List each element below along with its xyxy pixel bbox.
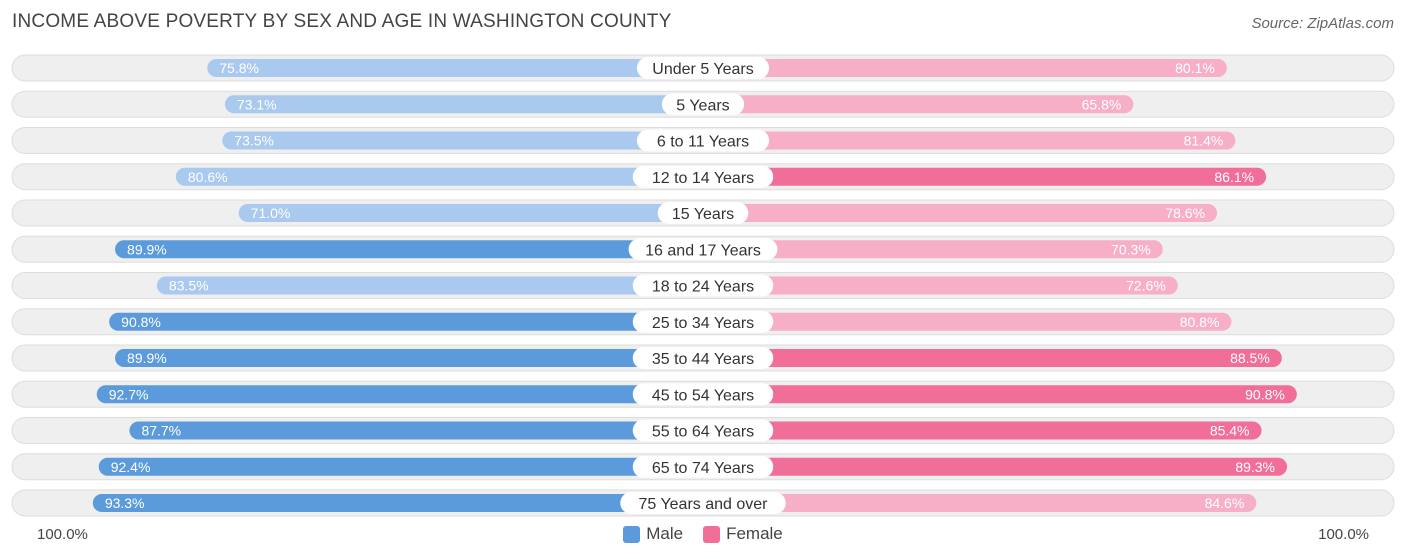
category-label: 6 to 11 Years [657,134,749,151]
female-bar [703,59,1227,77]
male-bar [98,457,704,476]
legend-female-label: Female [726,524,783,543]
female-value-label: 80.8% [1180,314,1220,330]
chart-title: INCOME ABOVE POVERTY BY SEX AND AGE IN W… [12,11,672,32]
category-pill [636,57,770,79]
female-bar [703,204,1218,222]
category-pill [632,455,774,478]
male-value-label: 80.6% [188,169,228,185]
category-label: 18 to 24 Years [652,279,754,296]
category-label: Under 5 Years [652,61,753,78]
male-value-label: 73.5% [234,133,274,149]
male-bar [222,131,703,150]
female-value-label: 86.1% [1214,169,1254,185]
female-bar [703,276,1178,295]
female-bar [703,421,1262,440]
female-value-label: 72.6% [1126,278,1166,294]
male-value-label: 92.7% [109,386,149,402]
male-value-label: 93.3% [105,495,145,511]
category-pill [632,419,774,442]
female-bar [703,240,1163,259]
legend-male: Male [623,524,683,544]
category-pill [661,93,745,116]
category-label: 55 to 64 Years [652,424,754,441]
male-value-label: 87.7% [141,423,181,439]
category-label: 45 to 54 Years [652,387,754,404]
category-pill [632,383,774,406]
female-bar [703,349,1282,367]
male-bar [115,240,703,259]
legend: Male Female [0,524,1406,544]
female-value-label: 90.8% [1245,386,1285,402]
category-label: 75 Years and over [639,496,769,513]
female-bar [703,95,1134,114]
category-label: 12 to 14 Years [652,170,754,187]
male-value-label: 92.4% [111,459,151,475]
category-label: 25 to 34 Years [652,315,754,332]
male-value-label: 71.0% [251,205,291,221]
male-bar [129,421,703,440]
category-pill [632,165,774,188]
legend-female: Female [703,524,783,544]
chart: 75.8% 80.1% Under 5 Years 73.1% 65.8% 5 Years… [11,54,1395,517]
female-bar [703,457,1288,476]
female-value-label: 80.1% [1175,60,1215,76]
female-value-label: 84.6% [1205,495,1245,511]
male-bar [175,167,704,186]
male-value-label: 89.9% [127,350,167,366]
male-bar [156,276,703,295]
female-bar [703,312,1232,331]
category-pill [632,347,774,369]
legend-male-swatch [623,525,641,543]
male-bar [96,385,703,404]
female-value-label: 70.3% [1111,241,1151,257]
female-value-label: 85.4% [1210,423,1250,439]
category-pill [636,129,770,152]
female-value-label: 81.4% [1184,133,1224,149]
axis-left-label: 100.0% [37,526,88,543]
source-credit: Source: ZipAtlas.com [1251,15,1394,32]
female-bar [703,131,1236,150]
category-label: 16 and 17 Years [645,242,761,259]
category-pill [620,492,786,514]
female-bar [703,167,1267,186]
axis-right-label: 100.0% [1318,526,1369,543]
male-value-label: 73.1% [237,96,277,112]
male-bar [92,494,704,512]
category-label: 15 Years [672,206,734,223]
female-bar [703,494,1257,512]
category-label: 65 to 74 Years [652,460,754,477]
male-bar [115,349,703,367]
category-label: 5 Years [676,97,729,114]
male-value-label: 90.8% [121,314,161,330]
male-bar [224,95,703,114]
female-bar [703,385,1297,404]
category-pill [632,310,774,333]
category-pill [632,274,774,297]
category-pill [657,202,749,224]
male-value-label: 83.5% [169,278,209,294]
legend-male-label: Male [646,524,684,543]
female-value-label: 65.8% [1082,96,1122,112]
male-bar [238,204,703,222]
male-value-label: 75.8% [219,60,259,76]
male-value-label: 89.9% [127,241,167,257]
category-label: 35 to 44 Years [652,351,754,368]
legend-female-swatch [703,525,721,543]
female-value-label: 88.5% [1230,350,1270,366]
female-value-label: 78.6% [1165,205,1205,221]
female-value-label: 89.3% [1235,459,1275,475]
category-pill [628,238,778,261]
male-bar [109,312,704,331]
male-bar [207,59,703,77]
